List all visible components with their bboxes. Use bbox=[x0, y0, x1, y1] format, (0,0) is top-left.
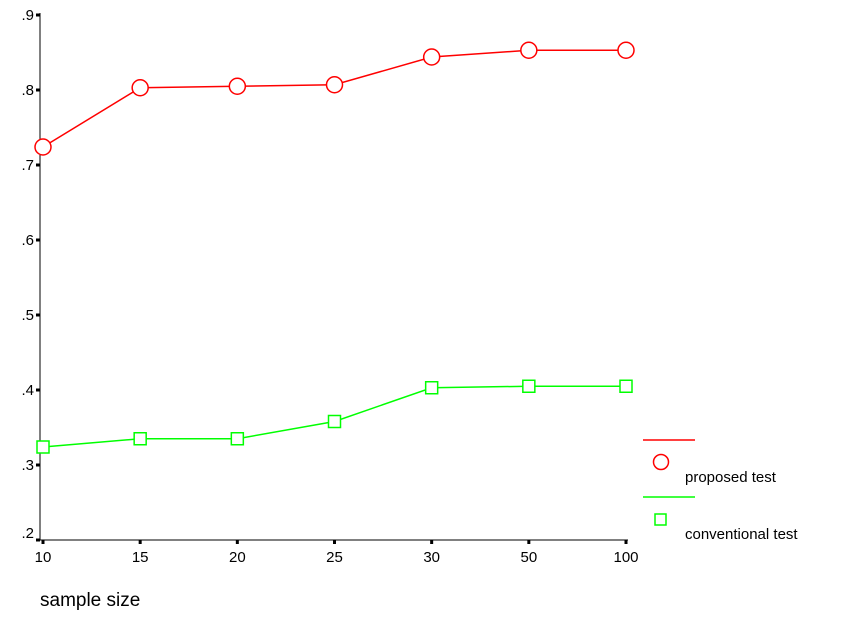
x-ticks: 10 15 20 25 30 50 100 bbox=[35, 540, 639, 566]
data-point bbox=[327, 414, 342, 429]
legend-item: conventional test bbox=[643, 496, 798, 543]
data-point bbox=[230, 432, 245, 446]
plot-series bbox=[34, 41, 635, 454]
x-tick-label: 25 bbox=[326, 549, 343, 566]
series-square bbox=[36, 379, 633, 454]
x-tick-label: 50 bbox=[520, 549, 537, 566]
data-point bbox=[228, 77, 247, 95]
x-tick-label: 20 bbox=[229, 549, 246, 566]
y-tick-label: .4 bbox=[21, 382, 34, 399]
legend-marker bbox=[654, 513, 667, 526]
data-point bbox=[422, 48, 441, 66]
x-tick-label: 100 bbox=[613, 549, 638, 566]
data-point bbox=[133, 432, 147, 446]
axes: .2 .3 .4 .5 .6 .7 .8 .9 10 15 20 25 30 50 100 bbox=[21, 7, 638, 566]
legend-label: proposed test bbox=[685, 469, 777, 486]
y-tick-label: .2 bbox=[21, 525, 34, 542]
data-point bbox=[522, 379, 536, 393]
y-tick-label: .6 bbox=[21, 232, 34, 249]
y-tick-label: .5 bbox=[21, 307, 34, 324]
x-tick-label: 30 bbox=[423, 549, 440, 566]
data-point bbox=[617, 41, 635, 59]
data-point bbox=[619, 379, 633, 393]
y-ticks: .2 .3 .4 .5 .6 .7 .8 .9 bbox=[21, 7, 40, 542]
y-tick-label: .3 bbox=[21, 457, 34, 474]
legend-marker bbox=[652, 453, 670, 471]
x-tick-label: 15 bbox=[132, 549, 149, 566]
y-tick-label: .7 bbox=[21, 157, 34, 174]
data-point bbox=[520, 41, 538, 59]
series-circle bbox=[34, 41, 635, 156]
data-point bbox=[131, 79, 149, 97]
data-point bbox=[424, 381, 439, 395]
x-axis-title: sample size bbox=[40, 590, 140, 611]
series-line bbox=[42, 49, 626, 148]
data-point bbox=[34, 138, 52, 156]
legend: proposed test conventional test bbox=[643, 439, 798, 543]
data-point bbox=[36, 440, 50, 454]
x-tick-label: 10 bbox=[35, 549, 52, 566]
legend-label: conventional test bbox=[685, 526, 798, 543]
legend-item: proposed test bbox=[643, 439, 777, 486]
y-tick-label: .8 bbox=[21, 82, 34, 99]
y-tick-label: .9 bbox=[21, 7, 34, 24]
data-point bbox=[325, 76, 344, 94]
